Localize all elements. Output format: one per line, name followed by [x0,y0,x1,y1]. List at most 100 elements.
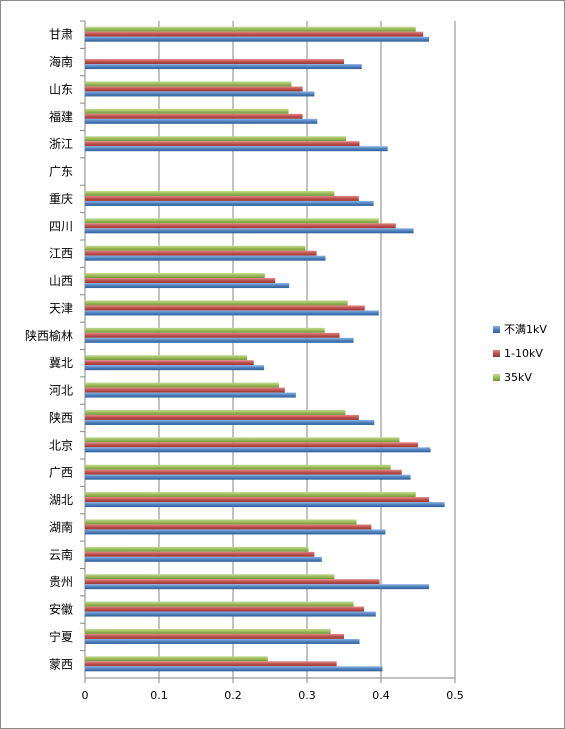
plot-area: 0 0.1 0.2 0.3 0.4 0.5 甘肃海南山东福建浙江广东重庆四川江西山西天津陕西… [25,20,464,702]
bar-35kV [85,382,279,388]
category-label: 天津 [49,301,73,315]
bar-不满1kV [85,474,411,480]
category-label: 湖南 [49,519,73,534]
bar-35kV [85,218,379,224]
bar-不满1kV [85,228,414,234]
bar-不满1kV [85,419,375,425]
bar-不满1kV [85,64,362,70]
bar-1-10kV [85,113,303,119]
category-label: 蒙西 [49,657,73,671]
bar-1-10kV [85,633,344,639]
category-label: 湖北 [49,492,73,507]
category-label: 云南 [49,547,73,562]
x-tick-label: 0.4 [372,689,390,702]
bar-不满1kV [85,666,383,672]
bar-不满1kV [85,638,360,644]
category-label: 陕西 [49,410,73,425]
x-tick-label: 0.2 [224,689,242,702]
bar-1-10kV [85,59,344,65]
bar-不满1kV [85,310,379,316]
bar-35kV [85,26,416,32]
bar-1-10kV [85,661,337,667]
bar-35kV [85,409,346,415]
bar-1-10kV [85,278,276,284]
bar-35kV [85,273,265,279]
bar-不满1kV [85,611,376,617]
bar-1-10kV [85,524,372,530]
bar-1-10kV [85,195,359,201]
legend-swatch [493,350,500,357]
bar-1-10kV [85,551,315,557]
bar-不满1kV [85,200,374,206]
bar-35kV [85,546,309,552]
x-tick-label: 0.3 [298,689,316,702]
bar-35kV [85,574,335,580]
bar-不满1kV [85,556,322,562]
bar-1-10kV [85,469,402,475]
category-label: 甘肃 [49,28,73,42]
bar-不满1kV [85,502,445,508]
bar-35kV [85,108,289,114]
x-tick-label: 0 [82,689,89,702]
bar-1-10kV [85,579,380,585]
bar-35kV [85,190,335,196]
bar-1-10kV [85,250,317,256]
bar-不满1kV [85,447,431,453]
bar-1-10kV [85,606,364,612]
category-label: 江西 [49,247,73,261]
bar-1-10kV [85,387,285,393]
category-label: 广东 [49,165,73,179]
legend: 不满1kV 1-10kV 35kV [493,323,547,384]
bar-不满1kV [85,584,430,590]
bar-35kV [85,464,391,470]
legend-label: 35kV [504,371,532,384]
bar-1-10kV [85,141,360,147]
bar-1-10kV [85,86,303,92]
bar-1-10kV [85,414,359,420]
category-label: 浙江 [49,137,73,151]
category-label: 北京 [49,438,73,452]
bar-1-10kV [85,31,424,37]
bar-不满1kV [85,283,290,289]
category-label: 广西 [49,466,73,480]
category-label: 河北 [49,384,73,398]
bar-35kV [85,245,306,251]
bar-35kV [85,492,416,498]
category-label: 海南 [49,54,73,69]
bar-1-10kV [85,442,418,448]
legend-label: 不满1kV [504,323,547,336]
bar-不满1kV [85,146,388,152]
bar-35kV [85,437,400,443]
category-label: 宁夏 [49,629,73,644]
category-label: 陕西榆林 [25,328,73,343]
bar-35kV [85,628,331,634]
legend-label: 1-10kV [504,347,543,360]
category-label: 安徽 [49,602,73,617]
bar-1-10kV [85,332,340,338]
bar-1-10kV [85,305,365,311]
legend-swatch [493,326,500,333]
bar-35kV [85,300,348,306]
category-label: 福建 [49,109,73,124]
bar-不满1kV [85,392,296,398]
bar-35kV [85,136,347,142]
category-label: 四川 [49,219,73,233]
bar-不满1kV [85,365,265,371]
category-label: 重庆 [49,192,73,206]
bar-35kV [85,327,325,333]
bar-1-10kV [85,360,254,366]
bar-不满1kV [85,118,318,124]
category-label: 山西 [49,274,73,288]
bar-不满1kV [85,529,386,535]
bar-35kV [85,355,248,361]
bar-不满1kV [85,91,315,97]
bar-不满1kV [85,337,354,343]
x-tick-label: 0.1 [150,689,168,702]
bar-不满1kV [85,255,326,261]
bar-35kV [85,601,354,607]
category-label: 冀北 [49,356,73,370]
bar-35kV [85,81,292,87]
category-label: 山东 [49,82,73,96]
